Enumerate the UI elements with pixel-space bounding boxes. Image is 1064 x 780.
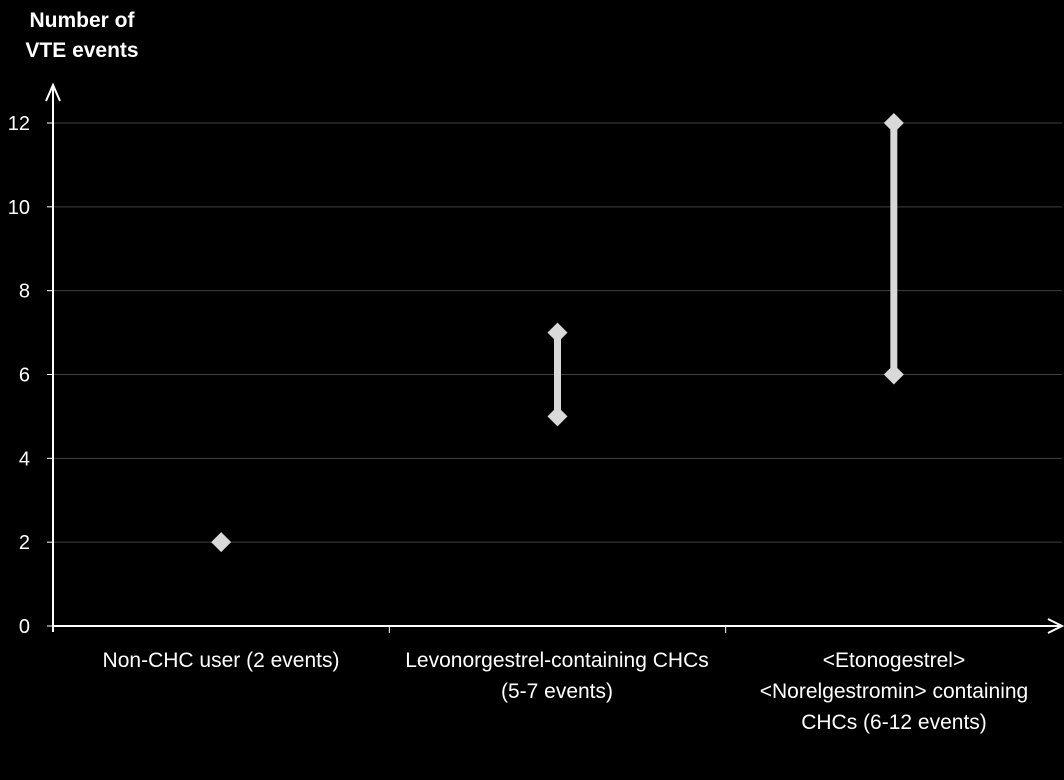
y-axis-title: Number of VTE events	[25, 9, 139, 62]
range-low-marker	[883, 364, 904, 385]
y-axis-arrow	[45, 82, 61, 102]
x-tick-label-etonogestrel: <Etonogestrel> <Norelgestromin> containi…	[759, 649, 1029, 734]
y-tick-label: 4	[19, 448, 30, 470]
x-tick-label-levonorgestrel: Levonorgestrel-containing CHCs (5-7 even…	[405, 649, 709, 703]
y-tick-label: 0	[19, 616, 30, 638]
y-tick-label: 12	[8, 113, 30, 135]
y-tick-label: 10	[8, 197, 30, 219]
range-high-marker	[883, 113, 904, 133]
range-low-marker	[547, 406, 568, 427]
y-tick-label: 6	[19, 365, 30, 387]
point-marker	[211, 532, 232, 553]
x-tick-label-non-chc: Non-CHC user (2 events)	[102, 649, 340, 672]
y-tick-label: 8	[19, 281, 30, 303]
y-tick-label: 2	[19, 532, 30, 554]
x-axis-arrow	[1047, 618, 1064, 634]
range-high-marker	[547, 322, 568, 343]
